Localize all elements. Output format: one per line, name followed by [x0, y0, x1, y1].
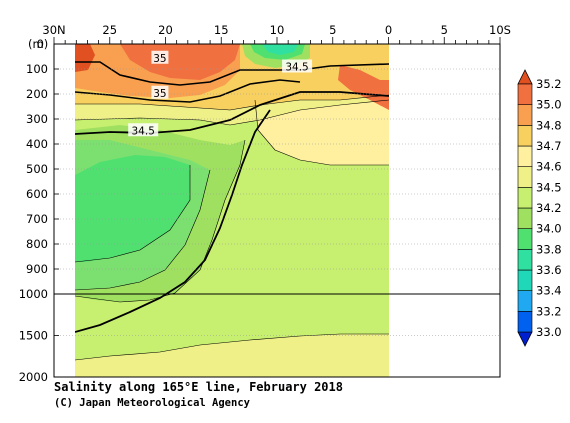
depth-tick-label-200: 200: [26, 87, 48, 101]
contour-label-bg-1: [282, 59, 313, 73]
depth-tick-label-500: 500: [26, 162, 48, 176]
field-subsurface-33-8: [75, 155, 190, 262]
colorbar-bin-0: [517, 311, 533, 333]
colorbar-label-33.4: 33.4: [536, 284, 562, 298]
colorbar-label-33.2: 33.2: [536, 304, 562, 318]
lat-tick-label-10: 10: [270, 23, 285, 37]
colorbar-label-34.7: 34.7: [536, 139, 562, 153]
colorbar-bin-11: [517, 83, 533, 105]
field-high-35-2b: [75, 44, 95, 72]
depth-tick-label-600: 600: [26, 187, 48, 201]
latitude-axis: 30N 25 20 15 10 5 0 5 10S: [42, 23, 511, 44]
colorbar-bin-4: [517, 228, 533, 250]
depth-tick-label-800: 800: [26, 237, 48, 251]
depth-tick-label-0: 0: [37, 37, 44, 51]
colorbar-label-34.0: 34.0: [536, 222, 562, 236]
figure-title: Salinity along 165°E line, February 2018: [54, 380, 343, 394]
contour-34-6-deep: [75, 333, 389, 361]
contour-34-2: [75, 139, 246, 303]
contour-35-lower: [75, 79, 301, 103]
contour-34-6: [75, 99, 389, 126]
colorbar-bin-10: [517, 104, 533, 126]
colorbar-label-33.6: 33.6: [536, 263, 562, 277]
colorbar-label-35.2: 35.2: [536, 77, 562, 91]
colorbar-label-34.2: 34.2: [536, 201, 562, 215]
lat-tick-label-10S: 10S: [489, 23, 511, 37]
field-deep-34-6: [75, 334, 389, 377]
colorbar: 33.0 33.2 33.4 33.6 33.8 34.0 34.2 34.5 34.6 34.7…: [517, 69, 562, 347]
lat-tick-label-5: 5: [441, 23, 448, 37]
contour-label-0: 35: [153, 53, 166, 65]
lat-tick-label-25: 25: [102, 23, 117, 37]
depth-tick-label-700: 700: [26, 212, 48, 226]
contour-label-bg-2: [151, 85, 169, 99]
contour-34-7: [75, 94, 389, 111]
colorbar-label-33.0: 33.0: [536, 325, 562, 339]
colorbar-bin-1: [517, 290, 533, 312]
colorbar-bin-2: [517, 269, 533, 291]
contour-label-bg-3: [128, 123, 159, 137]
figure-credit: (C) Japan Meteorological Agency: [54, 397, 250, 409]
contour-34-0: [75, 169, 211, 291]
contour-label-3: 34.5: [132, 125, 155, 137]
colorbar-label-34.6: 34.6: [536, 160, 562, 174]
colorbar-bin-7: [517, 166, 533, 188]
grid-lines: [54, 68, 500, 336]
contour-lines: [75, 61, 389, 361]
contour-label-bg-0: [151, 50, 169, 64]
contour-label-2: 35: [153, 88, 166, 100]
field-equatorial-high: [338, 65, 389, 110]
lat-tick-label-30N: 30N: [42, 23, 65, 37]
depth-tick-label-1000: 1000: [19, 287, 48, 301]
depth-tick-label-300: 300: [26, 112, 48, 126]
colorbar-label-34.5: 34.5: [536, 180, 562, 194]
contour-34-7-equatorial: [254, 99, 389, 166]
colorbar-label-35.0: 35.0: [536, 98, 562, 112]
salinity-color-fields: [75, 44, 389, 377]
depth-tick-label-100: 100: [26, 62, 48, 76]
colorbar-bin-5: [517, 207, 533, 229]
depth-axis: 100 200 300 400 500 600 700 800 900 1000 1500 2000 0: [19, 37, 59, 384]
contour-34-5-upper: [75, 91, 389, 135]
depth-tick-label-2000: 2000: [19, 370, 48, 384]
field-warm-pool-33-8: [262, 44, 298, 55]
colorbar-label-34.8: 34.8: [536, 118, 562, 132]
lat-tick-label-20: 20: [158, 23, 173, 37]
colorbar-label-33.8: 33.8: [536, 242, 562, 256]
lat-tick-label-15: 15: [214, 23, 229, 37]
depth-tick-label-400: 400: [26, 137, 48, 151]
colorbar-extend-top: [517, 69, 533, 85]
colorbar-bin-9: [517, 125, 533, 147]
colorbar-bin-3: [517, 249, 533, 271]
contour-label-group: 35 34.5 35 34.5: [128, 50, 313, 137]
colorbar-extend-bottom: [517, 331, 533, 347]
colorbar-bin-6: [517, 187, 533, 209]
lat-tick-label-0: 0: [385, 23, 392, 37]
depth-tick-label-900: 900: [26, 262, 48, 276]
depth-tick-label-1500: 1500: [19, 329, 48, 343]
contour-label-1: 34.5: [285, 62, 308, 74]
depth-unit-label: (m): [28, 37, 48, 51]
colorbar-bin-8: [517, 145, 533, 167]
lat-tick-label-5: 5: [329, 23, 336, 37]
contour-34-5-deep: [75, 109, 271, 333]
